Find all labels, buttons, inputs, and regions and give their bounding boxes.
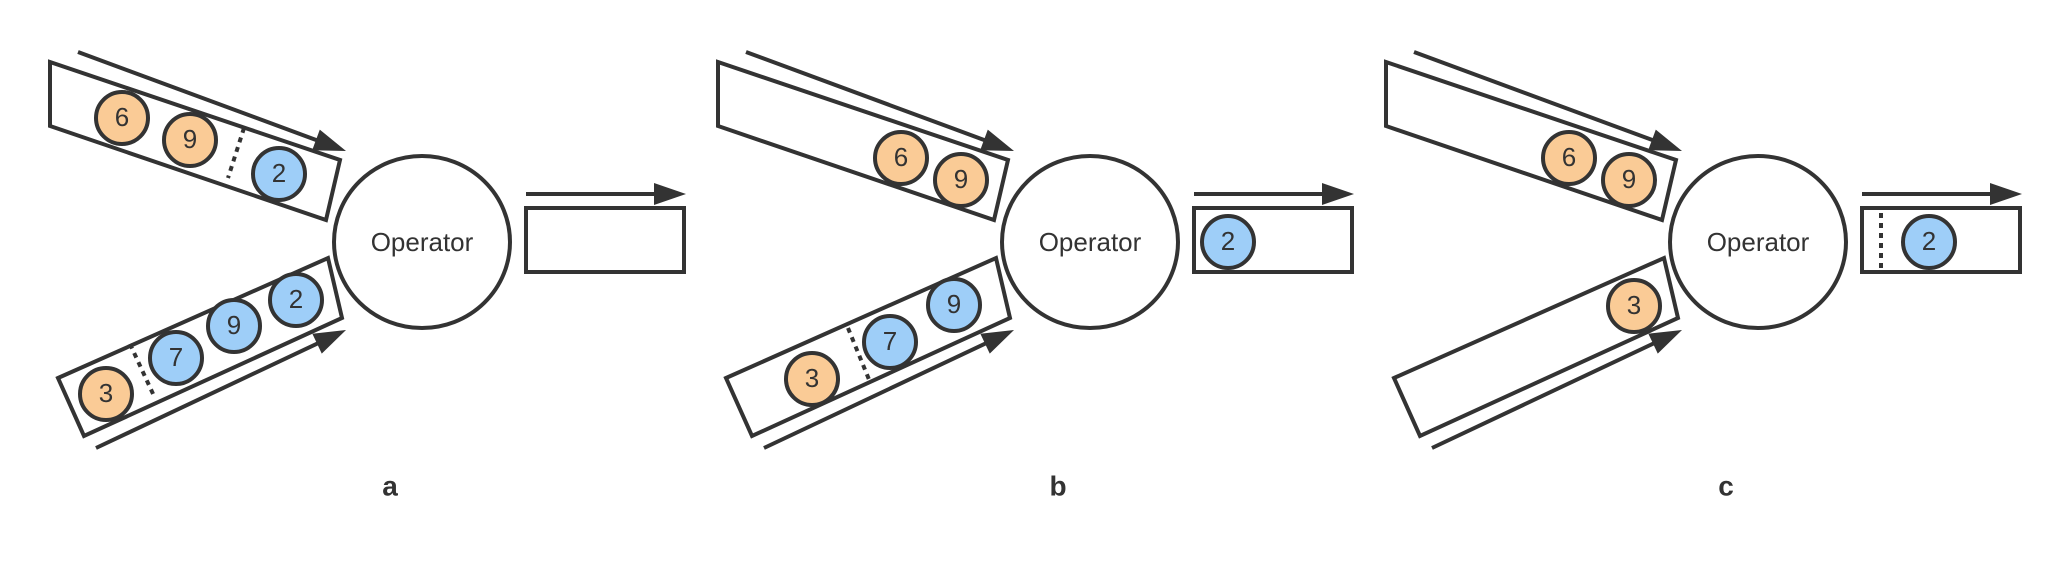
blue-token-circle <box>1901 214 1957 270</box>
blue-token-circle <box>1200 214 1256 270</box>
bottom-queue-token: 3 <box>784 351 840 407</box>
operator-label: Operator <box>1039 227 1142 257</box>
top-input-arrow <box>77 50 328 146</box>
arrowhead-icon <box>980 129 1014 151</box>
top-input-queue <box>716 59 1011 223</box>
arrowhead-icon <box>654 183 686 205</box>
operator-label: Operator <box>371 227 474 257</box>
operator-node <box>1668 154 1848 330</box>
blue-token-circle <box>862 314 918 370</box>
bottom-queue-token: 3 <box>78 366 134 422</box>
bottom-queue-token: 3 <box>1606 278 1662 334</box>
bottom-queue-token: 7 <box>148 330 204 386</box>
token-label: 3 <box>99 378 113 408</box>
arrowhead-icon <box>1322 183 1354 205</box>
token-label: 3 <box>805 363 819 393</box>
token-label: 3 <box>1627 290 1641 320</box>
top-input-queue <box>48 59 343 223</box>
orange-token-circle <box>1606 278 1662 334</box>
output-queue-token: 2 <box>1901 214 1957 270</box>
bottom-input-arrow <box>1431 336 1665 450</box>
bottom-input-arrow <box>95 336 329 450</box>
panel-caption: b <box>1049 470 1066 501</box>
token-label: 7 <box>169 342 183 372</box>
blue-token-circle <box>926 277 982 333</box>
orange-token-circle <box>162 112 218 168</box>
blue-token-circle <box>206 298 262 354</box>
top-queue-token: 9 <box>162 112 218 168</box>
top-input-arrow <box>745 50 996 146</box>
bottom-queue-token: 7 <box>862 314 918 370</box>
top-input-queue <box>1384 59 1679 223</box>
operator-node <box>1000 154 1180 330</box>
token-label: 9 <box>947 289 961 319</box>
bottom-queue-token: 2 <box>268 272 324 328</box>
bottom-input-queue <box>1391 255 1681 439</box>
arrowhead-icon <box>1648 330 1682 354</box>
token-label: 9 <box>954 164 968 194</box>
orange-token-circle <box>1601 152 1657 208</box>
bottom-queue-token: 9 <box>926 277 982 333</box>
arrowhead-icon <box>980 330 1014 354</box>
output-queue-token: 2 <box>1200 214 1256 270</box>
output-queue <box>524 206 686 274</box>
arrowhead-icon <box>312 129 346 151</box>
orange-token-circle <box>873 130 929 186</box>
orange-token-circle <box>94 90 150 146</box>
panel-caption: a <box>382 470 398 501</box>
blue-token-circle <box>268 272 324 328</box>
arrowhead-icon <box>1990 183 2022 205</box>
token-label: 2 <box>272 158 286 188</box>
top-input-arrow <box>1413 50 1664 146</box>
token-label: 9 <box>183 124 197 154</box>
token-label: 9 <box>1622 164 1636 194</box>
token-label: 6 <box>894 142 908 172</box>
token-label: 9 <box>227 310 241 340</box>
token-label: 2 <box>289 284 303 314</box>
token-label: 6 <box>115 102 129 132</box>
blue-token-circle <box>251 146 307 202</box>
top-queue-token: 2 <box>251 146 307 202</box>
arrowhead-icon <box>1648 129 1682 151</box>
panel-a: Operator 6 9 2 3 7 9 2 a <box>48 50 686 501</box>
orange-token-circle <box>1541 130 1597 186</box>
top-queue-token: 6 <box>873 130 929 186</box>
orange-token-circle <box>78 366 134 422</box>
top-queue-token: 9 <box>933 152 989 208</box>
bottom-queue-token: 9 <box>206 298 262 354</box>
token-label: 2 <box>1922 226 1936 256</box>
top-queue-token: 6 <box>1541 130 1597 186</box>
panel-b: Operator 6 9 3 7 9 2 b <box>716 50 1354 501</box>
orange-token-circle <box>784 351 840 407</box>
output-queue <box>1192 206 1354 274</box>
top-queue-token: 9 <box>1601 152 1657 208</box>
top-queue-watermark-divider <box>226 127 246 179</box>
orange-token-circle <box>933 152 989 208</box>
output-queue <box>1860 206 2022 274</box>
panel-caption: c <box>1718 470 1734 501</box>
token-label: 7 <box>883 326 897 356</box>
bottom-input-queue <box>55 255 345 439</box>
panel-c: Operator 6 9 3 2 c <box>1384 50 2022 501</box>
operator-node <box>332 154 512 330</box>
bottom-input-queue <box>723 255 1013 439</box>
blue-token-circle <box>148 330 204 386</box>
bottom-input-arrow <box>763 336 997 450</box>
token-label: 2 <box>1221 226 1235 256</box>
operator-label: Operator <box>1707 227 1810 257</box>
top-queue-token: 6 <box>94 90 150 146</box>
token-label: 6 <box>1562 142 1576 172</box>
arrowhead-icon <box>312 330 346 354</box>
